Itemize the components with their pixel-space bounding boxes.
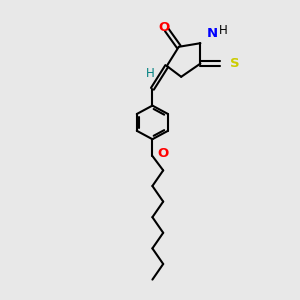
- Text: H: H: [219, 24, 228, 37]
- Text: O: O: [159, 21, 170, 34]
- Text: H: H: [146, 67, 154, 80]
- Text: S: S: [230, 57, 240, 70]
- Text: N: N: [207, 27, 218, 40]
- Text: O: O: [158, 147, 169, 160]
